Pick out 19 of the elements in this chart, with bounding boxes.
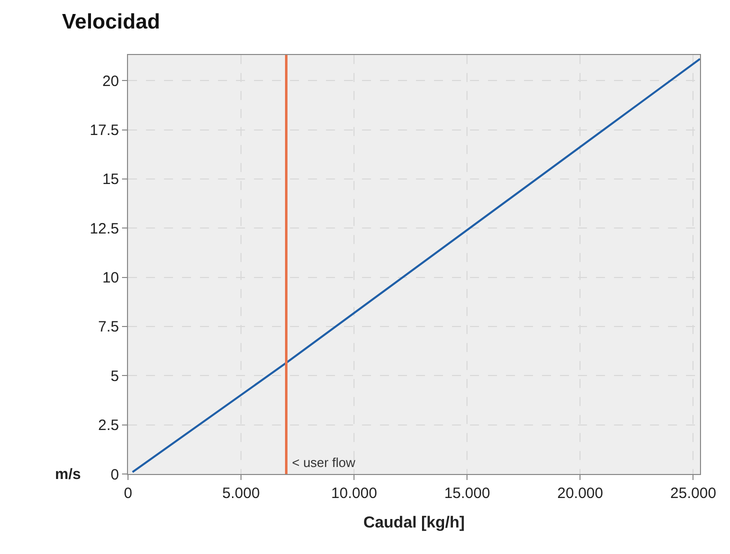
- y-tick-label: 0: [110, 466, 119, 484]
- y-tick-label: 20: [102, 72, 119, 90]
- y-tick-label: 10: [102, 270, 119, 287]
- y-tick-label: 12.5: [90, 220, 119, 238]
- x-tick-label: 15.000: [444, 485, 490, 502]
- x-tick-label: 10.000: [331, 485, 378, 502]
- x-tick-label: 5.000: [222, 485, 260, 502]
- y-axis-title: m/s: [55, 466, 81, 483]
- y-tick-label: 17.5: [90, 122, 119, 139]
- x-tick-label: 25.000: [670, 485, 716, 502]
- y-tick-label: 2.5: [98, 417, 119, 434]
- ref-line-label: < user flow: [292, 455, 356, 470]
- y-tick-label: 7.5: [98, 318, 119, 336]
- y-tick-label: 15: [102, 171, 119, 188]
- x-axis-title: Caudal [kg/h]: [363, 514, 465, 532]
- chart-title: Velocidad: [62, 10, 160, 34]
- x-tick-label: 0: [124, 485, 132, 502]
- y-tick-label: 5: [110, 368, 119, 385]
- x-tick-label: 20.000: [557, 485, 604, 502]
